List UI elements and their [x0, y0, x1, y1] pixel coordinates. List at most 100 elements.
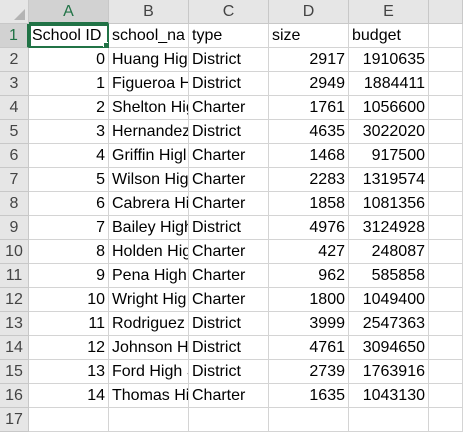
- table-cell[interactable]: Holden Hig: [109, 240, 189, 264]
- table-cell[interactable]: Wright Hig: [109, 288, 189, 312]
- table-cell[interactable]: [29, 408, 109, 432]
- table-cell[interactable]: 1910635: [349, 48, 429, 72]
- table-cell[interactable]: [429, 24, 463, 48]
- table-cell[interactable]: Charter: [189, 96, 269, 120]
- table-cell[interactable]: [429, 144, 463, 168]
- table-cell[interactable]: 962: [269, 264, 349, 288]
- table-cell[interactable]: [109, 408, 189, 432]
- row-header-5[interactable]: 5: [0, 120, 29, 144]
- row-header-1[interactable]: 1: [0, 24, 29, 48]
- table-cell[interactable]: 6: [29, 192, 109, 216]
- table-cell[interactable]: District: [189, 72, 269, 96]
- table-cell[interactable]: District: [189, 216, 269, 240]
- table-cell[interactable]: [189, 408, 269, 432]
- header-cell[interactable]: type: [189, 24, 269, 48]
- table-cell[interactable]: Huang Higl: [109, 48, 189, 72]
- table-cell[interactable]: [429, 96, 463, 120]
- table-cell[interactable]: Thomas Hi: [109, 384, 189, 408]
- table-cell[interactable]: 2739: [269, 360, 349, 384]
- table-cell[interactable]: 2283: [269, 168, 349, 192]
- column-header-a[interactable]: A: [29, 0, 109, 24]
- table-cell[interactable]: [429, 312, 463, 336]
- table-cell[interactable]: Charter: [189, 144, 269, 168]
- table-cell[interactable]: 248087: [349, 240, 429, 264]
- table-cell[interactable]: [429, 240, 463, 264]
- table-cell[interactable]: 0: [29, 48, 109, 72]
- table-cell[interactable]: 4: [29, 144, 109, 168]
- row-header-15[interactable]: 15: [0, 360, 29, 384]
- row-header-8[interactable]: 8: [0, 192, 29, 216]
- table-cell[interactable]: [429, 216, 463, 240]
- table-cell[interactable]: 1043130: [349, 384, 429, 408]
- row-header-2[interactable]: 2: [0, 48, 29, 72]
- table-cell[interactable]: 3094650: [349, 336, 429, 360]
- table-cell[interactable]: 917500: [349, 144, 429, 168]
- table-cell[interactable]: Charter: [189, 384, 269, 408]
- table-cell[interactable]: Rodriguez: [109, 312, 189, 336]
- table-cell[interactable]: [429, 288, 463, 312]
- table-cell[interactable]: District: [189, 120, 269, 144]
- table-cell[interactable]: District: [189, 336, 269, 360]
- table-cell[interactable]: 1761: [269, 96, 349, 120]
- table-cell[interactable]: District: [189, 360, 269, 384]
- table-cell[interactable]: 4976: [269, 216, 349, 240]
- table-cell[interactable]: 4761: [269, 336, 349, 360]
- table-cell[interactable]: [269, 408, 349, 432]
- table-cell[interactable]: Charter: [189, 264, 269, 288]
- table-cell[interactable]: 5: [29, 168, 109, 192]
- table-cell[interactable]: 1763916: [349, 360, 429, 384]
- table-cell[interactable]: Wilson Hig: [109, 168, 189, 192]
- table-cell[interactable]: District: [189, 48, 269, 72]
- table-cell[interactable]: Charter: [189, 168, 269, 192]
- table-cell[interactable]: Pena High: [109, 264, 189, 288]
- table-cell[interactable]: 9: [29, 264, 109, 288]
- table-cell[interactable]: 2917: [269, 48, 349, 72]
- header-cell[interactable]: school_na: [109, 24, 189, 48]
- table-cell[interactable]: Figueroa H: [109, 72, 189, 96]
- table-cell[interactable]: [429, 168, 463, 192]
- table-cell[interactable]: Charter: [189, 288, 269, 312]
- table-cell[interactable]: Bailey High: [109, 216, 189, 240]
- column-header-d[interactable]: D: [269, 0, 349, 24]
- column-header-b[interactable]: B: [109, 0, 189, 24]
- table-cell[interactable]: 12: [29, 336, 109, 360]
- row-header-9[interactable]: 9: [0, 216, 29, 240]
- header-cell[interactable]: School ID: [29, 24, 109, 48]
- table-cell[interactable]: 1056600: [349, 96, 429, 120]
- table-cell[interactable]: 2547363: [349, 312, 429, 336]
- table-cell[interactable]: 3022020: [349, 120, 429, 144]
- row-header-7[interactable]: 7: [0, 168, 29, 192]
- table-cell[interactable]: 1858: [269, 192, 349, 216]
- table-cell[interactable]: 11: [29, 312, 109, 336]
- table-cell[interactable]: 427: [269, 240, 349, 264]
- table-cell[interactable]: Hernandez: [109, 120, 189, 144]
- row-header-14[interactable]: 14: [0, 336, 29, 360]
- table-cell[interactable]: [429, 408, 463, 432]
- table-cell[interactable]: 3: [29, 120, 109, 144]
- table-cell[interactable]: 1081356: [349, 192, 429, 216]
- row-header-10[interactable]: 10: [0, 240, 29, 264]
- table-cell[interactable]: Johnson H: [109, 336, 189, 360]
- table-cell[interactable]: [349, 408, 429, 432]
- table-cell[interactable]: [429, 360, 463, 384]
- select-all-corner[interactable]: [0, 0, 29, 24]
- table-cell[interactable]: 1468: [269, 144, 349, 168]
- table-cell[interactable]: Cabrera Hi: [109, 192, 189, 216]
- table-cell[interactable]: 14: [29, 384, 109, 408]
- row-header-13[interactable]: 13: [0, 312, 29, 336]
- table-cell[interactable]: 1635: [269, 384, 349, 408]
- row-header-16[interactable]: 16: [0, 384, 29, 408]
- table-cell[interactable]: 4635: [269, 120, 349, 144]
- table-cell[interactable]: Griffin Higl: [109, 144, 189, 168]
- table-cell[interactable]: 1049400: [349, 288, 429, 312]
- table-cell[interactable]: 10: [29, 288, 109, 312]
- column-header-c[interactable]: C: [189, 0, 269, 24]
- row-header-17[interactable]: 17: [0, 408, 29, 432]
- table-cell[interactable]: District: [189, 312, 269, 336]
- table-cell[interactable]: [429, 72, 463, 96]
- column-header-e[interactable]: E: [349, 0, 429, 24]
- table-cell[interactable]: [429, 48, 463, 72]
- table-cell[interactable]: 1884411: [349, 72, 429, 96]
- table-cell[interactable]: 8: [29, 240, 109, 264]
- header-cell[interactable]: size: [269, 24, 349, 48]
